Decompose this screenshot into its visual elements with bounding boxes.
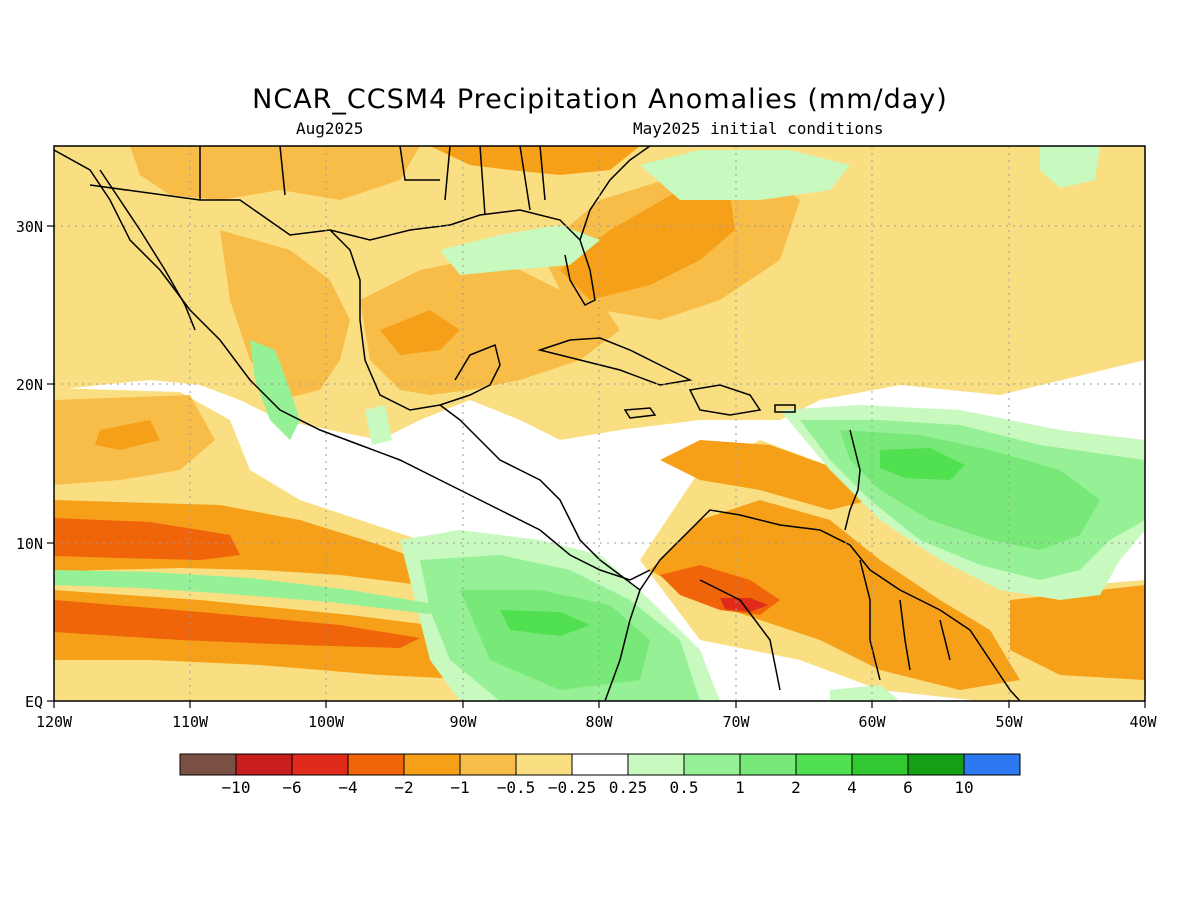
contour-brightgreen-pacific	[500, 610, 590, 636]
contour-red-pacific-band	[54, 518, 240, 560]
coastline-us-gulf	[329, 209, 596, 306]
lon-labels: 120W 110W 100W 90W 80W 70W 60W 50W 40W	[36, 713, 1158, 731]
contour-green-south-small	[830, 685, 900, 701]
coastline-central-america	[439, 404, 641, 591]
coastline-jamaica	[623, 407, 657, 419]
contour-green-north-atlantic	[640, 150, 850, 200]
lon-label: 70W	[722, 713, 750, 731]
coastline-colombia-west	[604, 589, 641, 701]
contour-green-gap-small	[365, 405, 392, 445]
border-sa-4	[939, 619, 951, 661]
contour-lightorange-north	[130, 146, 420, 200]
contour-green-ne	[1040, 146, 1100, 188]
coastline-hispaniola	[688, 384, 762, 416]
lat-label: 30N	[16, 218, 43, 236]
lat-label: EQ	[25, 693, 43, 711]
coastlines	[54, 146, 1021, 701]
border-us-states	[199, 146, 546, 216]
coastline-lesser-antilles	[844, 429, 861, 531]
lat-label: 20N	[16, 376, 43, 394]
contour-green-pacific-stripe	[54, 570, 440, 614]
colorbar-swatch	[179, 753, 237, 776]
colorbar-swatch	[291, 753, 349, 776]
axis-ticks	[47, 225, 1146, 708]
initial-conditions: May2025 initial conditions	[633, 119, 884, 138]
colorbar-swatch	[907, 753, 965, 776]
lon-label: 90W	[449, 713, 477, 731]
coastline-us-east	[579, 146, 651, 241]
coastline-baja	[99, 169, 196, 331]
contour-orange-gulf	[380, 310, 460, 355]
contour-orange-east-atlantic	[1010, 585, 1145, 680]
lon-label: 80W	[585, 713, 613, 731]
contour-lightorange-gulf	[360, 260, 620, 395]
coastline-south-america	[639, 509, 1021, 701]
colorbar-label: −1	[450, 778, 469, 797]
colorbar-label: −4	[338, 778, 357, 797]
colorbar-label: 0.25	[609, 778, 648, 797]
colorbar-swatch	[403, 753, 461, 776]
colorbar-label: 6	[903, 778, 913, 797]
lon-label: 100W	[308, 713, 345, 731]
colorbar-swatch	[851, 753, 909, 776]
graticule	[54, 146, 1145, 701]
contour-orange-south-america	[650, 500, 1020, 690]
lon-label: 50W	[995, 713, 1023, 731]
coastline-gulf-mexico	[329, 229, 501, 411]
contour-orange-pacific-1	[95, 420, 160, 450]
colorbar-label: −2	[394, 778, 413, 797]
colorbar-label: 4	[847, 778, 857, 797]
lat-labels: EQ 10N 20N 30N	[16, 218, 43, 711]
contour-green-mexico-coast	[250, 340, 300, 440]
map-title: NCAR_CCSM4 Precipitation Anomalies (mm/d…	[252, 84, 948, 115]
colorbar-label: −6	[282, 778, 301, 797]
colorbar-label: 0.5	[670, 778, 699, 797]
lon-label: 110W	[172, 713, 209, 731]
contour-brightgreen-atlantic	[880, 448, 965, 480]
contour-orange-northcoast	[430, 146, 640, 175]
colorbar-swatch	[459, 753, 517, 776]
colorbar-label: 10	[954, 778, 973, 797]
border-sa-3	[899, 599, 911, 671]
colorbar-label: 1	[735, 778, 745, 797]
lat-label: 10N	[16, 535, 43, 553]
anomaly-field	[54, 146, 1145, 701]
colorbar-swatch	[347, 753, 405, 776]
contour-orange-caribbean	[660, 440, 870, 510]
contour-red-pacific-band-2	[54, 600, 420, 648]
colorbar-swatch	[795, 753, 853, 776]
colorbar-label: 2	[791, 778, 801, 797]
border-sa-1	[699, 579, 781, 691]
colorbar-swatch	[235, 753, 293, 776]
lon-label: 40W	[1129, 713, 1157, 731]
colorbar-swatch	[683, 753, 741, 776]
colorbar-label: −10	[222, 778, 251, 797]
lon-label: 60W	[858, 713, 886, 731]
colorbar-swatch	[739, 753, 797, 776]
lon-label: 120W	[36, 713, 73, 731]
contour-green-gulf	[440, 225, 600, 275]
coastline-mexico-pacific	[54, 149, 651, 581]
contour-orange-atlantic	[560, 190, 735, 300]
colorbar-swatch	[627, 753, 685, 776]
colorbar: −10 −6 −4 −2 −1 −0.5 −0.25 0.25 0.5 1 2 4 6 10	[179, 753, 1021, 797]
colorbar-label: −0.25	[548, 778, 596, 797]
valid-month: Aug2025	[296, 119, 364, 138]
coastline-cuba	[537, 337, 693, 386]
colorbar-label: −0.5	[497, 778, 536, 797]
border-sa-2	[859, 559, 881, 681]
coastline-puerto-rico	[774, 404, 796, 413]
colorbar-swatch	[515, 753, 573, 776]
colorbar-swatch	[571, 753, 629, 776]
border-us-mexico	[89, 184, 331, 236]
colorbar-swatch	[963, 753, 1021, 776]
